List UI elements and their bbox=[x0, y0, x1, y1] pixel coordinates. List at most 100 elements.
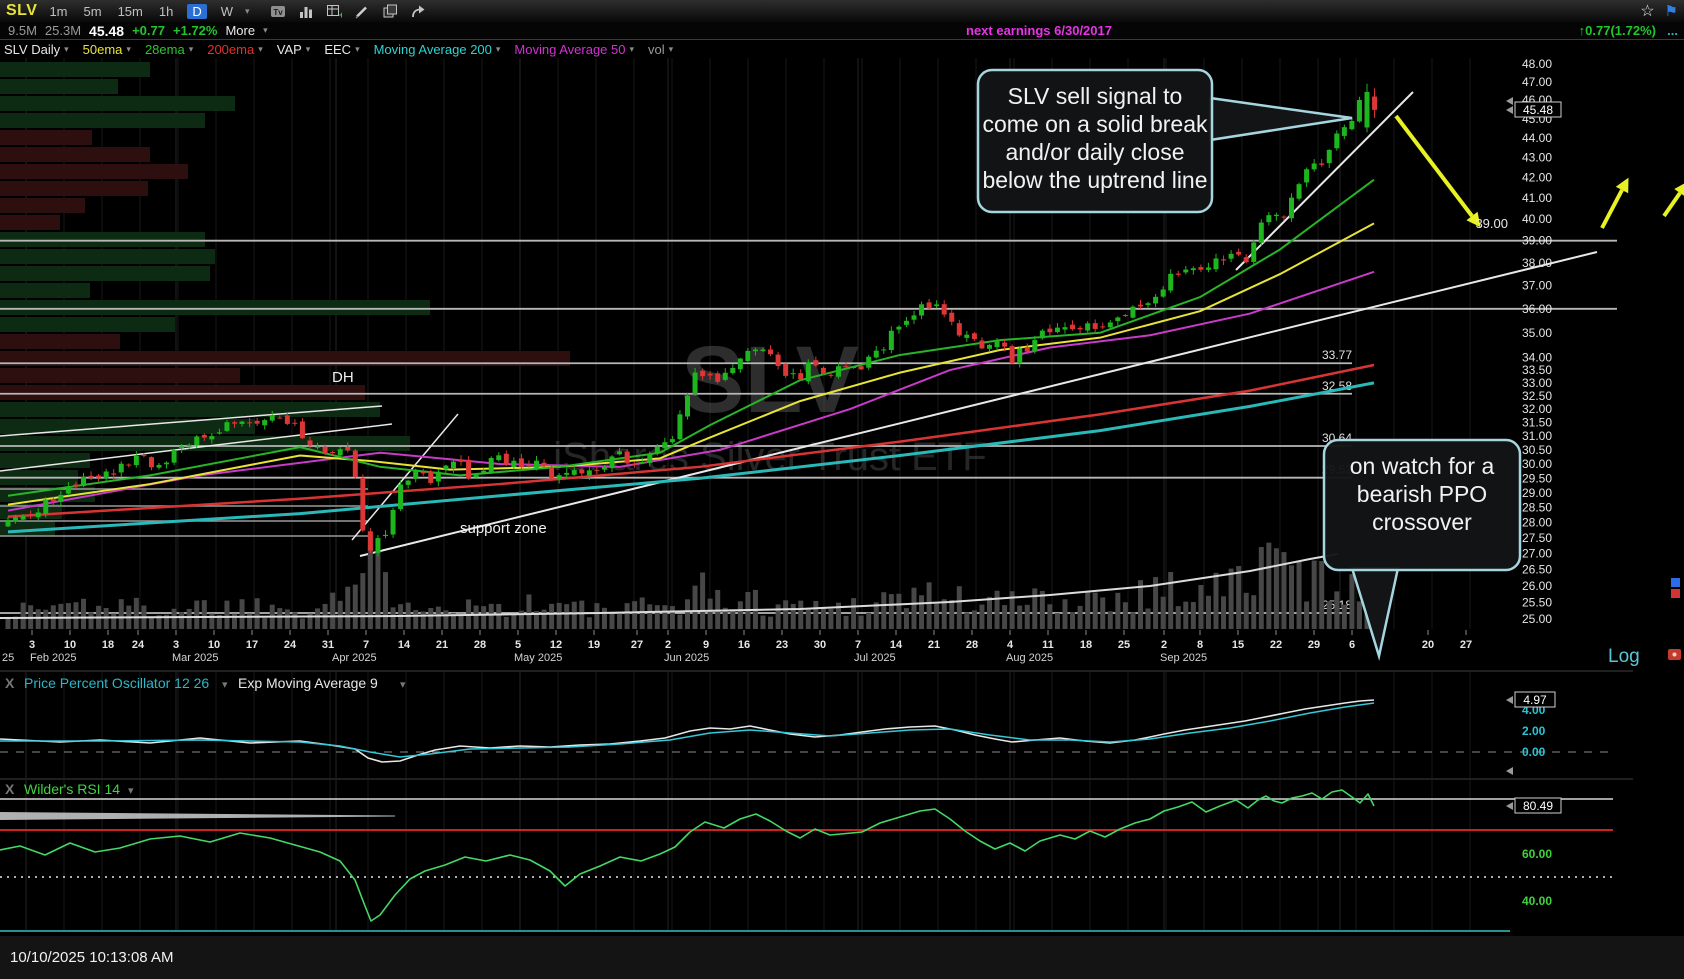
svg-text:come on a solid break: come on a solid break bbox=[982, 111, 1208, 137]
indicator-vap[interactable]: VAP ▾ bbox=[277, 42, 311, 57]
svg-text:42.00: 42.00 bbox=[1522, 171, 1552, 185]
timeframe-W[interactable]: W bbox=[220, 3, 233, 19]
indicator-moving-average-200[interactable]: Moving Average 200 ▾ bbox=[374, 42, 501, 57]
svg-text:33.77: 33.77 bbox=[1322, 348, 1352, 362]
svg-text:24: 24 bbox=[284, 639, 297, 651]
svg-text:17: 17 bbox=[246, 639, 258, 651]
chart-bars-icon[interactable] bbox=[296, 2, 316, 20]
svg-text:Jun 2025: Jun 2025 bbox=[664, 652, 709, 664]
up-arrow-icon: ↑ bbox=[1578, 23, 1586, 38]
svg-text:6: 6 bbox=[1349, 639, 1355, 651]
indicator-moving-average-50[interactable]: Moving Average 50 ▾ bbox=[514, 42, 634, 57]
svg-text:SLV: SLV bbox=[681, 327, 859, 433]
svg-text:Feb 2025: Feb 2025 bbox=[30, 652, 76, 664]
chevron-down-icon[interactable]: ▾ bbox=[64, 44, 69, 54]
chevron-down-icon[interactable]: ▾ bbox=[305, 44, 311, 54]
ma-ema50-yellow bbox=[7, 222, 1375, 506]
symbol-label[interactable]: SLV bbox=[6, 2, 38, 19]
indicator-label: SLV Daily bbox=[4, 42, 61, 57]
svg-text:30.50: 30.50 bbox=[1522, 443, 1552, 457]
svg-text:10: 10 bbox=[64, 639, 76, 651]
ppo-title[interactable]: Price Percent Oscillator 12 26 bbox=[24, 675, 209, 691]
svg-text:3: 3 bbox=[29, 639, 35, 651]
svg-text:25.50: 25.50 bbox=[1522, 595, 1552, 609]
next-earnings: next earnings 6/30/2017 bbox=[966, 23, 1112, 38]
indicator-50ema[interactable]: 50ema ▾ bbox=[83, 42, 131, 57]
chevron-down-icon[interactable]: ▾ bbox=[245, 5, 250, 16]
top-toolbar: SLV 1m 5m 15m 1h D W ▾ Tv + ☆ ⚑ bbox=[0, 0, 1684, 22]
chevron-down-icon[interactable]: ▾ bbox=[355, 44, 360, 54]
last-price: 45.48 bbox=[89, 22, 125, 39]
indicator-label: 50ema bbox=[82, 42, 123, 57]
indicator-slv-daily[interactable]: SLV Daily ▾ bbox=[4, 42, 69, 57]
indicator-28ema[interactable]: 28ema ▾ bbox=[145, 42, 193, 57]
ppo-close-button[interactable]: X bbox=[5, 675, 15, 691]
svg-text:2: 2 bbox=[1161, 639, 1167, 651]
ppo-ema-title[interactable]: Exp Moving Average 9 bbox=[238, 675, 378, 691]
svg-text:+: + bbox=[339, 10, 342, 19]
chevron-down-icon[interactable]: ▾ bbox=[188, 44, 194, 54]
svg-text:41.00: 41.00 bbox=[1522, 191, 1552, 205]
flag-icon[interactable]: ⚑ bbox=[1664, 3, 1678, 20]
pencil-icon[interactable] bbox=[352, 2, 372, 20]
svg-text:crossover: crossover bbox=[1372, 509, 1472, 535]
indicator-label: 200ema bbox=[207, 42, 255, 57]
svg-text:44.00: 44.00 bbox=[1522, 131, 1552, 145]
more-button[interactable]: More bbox=[225, 23, 256, 38]
timeframe-15m[interactable]: 15m bbox=[117, 3, 143, 19]
indicator-200ema[interactable]: 200ema ▾ bbox=[207, 42, 263, 57]
svg-text:12: 12 bbox=[550, 639, 562, 651]
candlestick-layer bbox=[5, 83, 1378, 557]
timeframe-1h[interactable]: 1h bbox=[158, 3, 174, 19]
more-caret-icon[interactable]: ▾ bbox=[263, 25, 268, 35]
ema200-red bbox=[7, 363, 1375, 518]
chevron-down-icon[interactable]: ▾ bbox=[495, 44, 501, 54]
indicator-eec[interactable]: EEC ▾ bbox=[324, 42, 359, 57]
svg-text:26.00: 26.00 bbox=[1522, 579, 1552, 593]
chevron-down-icon[interactable]: ▾ bbox=[629, 44, 635, 54]
svg-text:34.00: 34.00 bbox=[1522, 350, 1552, 364]
svg-text:7: 7 bbox=[855, 639, 861, 651]
volume-ma-line bbox=[0, 553, 1339, 619]
svg-text:25: 25 bbox=[1118, 639, 1130, 651]
svg-text:40.00: 40.00 bbox=[1522, 894, 1552, 908]
svg-text:4: 4 bbox=[1007, 639, 1014, 651]
svg-text:27: 27 bbox=[631, 639, 643, 651]
chevron-down-icon[interactable]: ▾ bbox=[668, 44, 674, 54]
price-axis: 48.0047.0046.0045.0044.0043.0042.0041.00… bbox=[1506, 57, 1562, 626]
svg-text:39.00: 39.00 bbox=[1475, 216, 1508, 231]
rsi-title[interactable]: Wilder's RSI 14 bbox=[24, 781, 120, 797]
svg-text:30.00: 30.00 bbox=[1522, 457, 1552, 471]
rsi-close-button[interactable]: X bbox=[5, 781, 15, 797]
table-add-icon[interactable]: + bbox=[324, 2, 344, 20]
svg-text:0.00: 0.00 bbox=[1522, 745, 1546, 759]
timeframe-5m[interactable]: 5m bbox=[83, 3, 102, 19]
chevron-down-icon[interactable]: ▾ bbox=[258, 44, 263, 54]
svg-text:45.48: 45.48 bbox=[1523, 103, 1553, 117]
svg-text:24: 24 bbox=[132, 639, 145, 651]
overflow-menu[interactable]: ... bbox=[1667, 23, 1678, 38]
copy-icon[interactable] bbox=[380, 2, 400, 20]
indicator-toolbar: SLV Daily ▾ 50ema ▾ 28ema ▾ 200ema ▾ VAP ▾ EEC ▾ Mov… bbox=[0, 41, 1684, 58]
share-icon[interactable] bbox=[408, 2, 428, 20]
log-scale-toggle[interactable]: Log bbox=[1608, 646, 1640, 667]
svg-text:30: 30 bbox=[814, 639, 826, 651]
timeframe-1m[interactable]: 1m bbox=[49, 3, 68, 19]
star-icon[interactable]: ☆ bbox=[1640, 3, 1655, 20]
svg-text:▾: ▾ bbox=[400, 679, 406, 691]
indicator-vol[interactable]: vol ▾ bbox=[648, 42, 673, 57]
status-bar: 10/10/2025 10:13:08 AM bbox=[0, 936, 1684, 979]
chevron-down-icon[interactable]: ▾ bbox=[126, 44, 131, 54]
svg-text:15: 15 bbox=[1232, 639, 1244, 651]
svg-text:27.00: 27.00 bbox=[1522, 547, 1552, 561]
tv-icon[interactable]: Tv bbox=[268, 2, 288, 20]
svg-text:31: 31 bbox=[322, 639, 334, 651]
svg-text:29.50: 29.50 bbox=[1522, 471, 1552, 485]
svg-text:25: 25 bbox=[2, 652, 14, 664]
svg-text:29: 29 bbox=[1308, 639, 1320, 651]
svg-text:7: 7 bbox=[363, 639, 369, 651]
price-change-pct: +1.72% bbox=[173, 23, 218, 38]
drawing-tools: Tv + bbox=[268, 2, 428, 20]
timeframe-D[interactable]: D bbox=[187, 3, 207, 19]
